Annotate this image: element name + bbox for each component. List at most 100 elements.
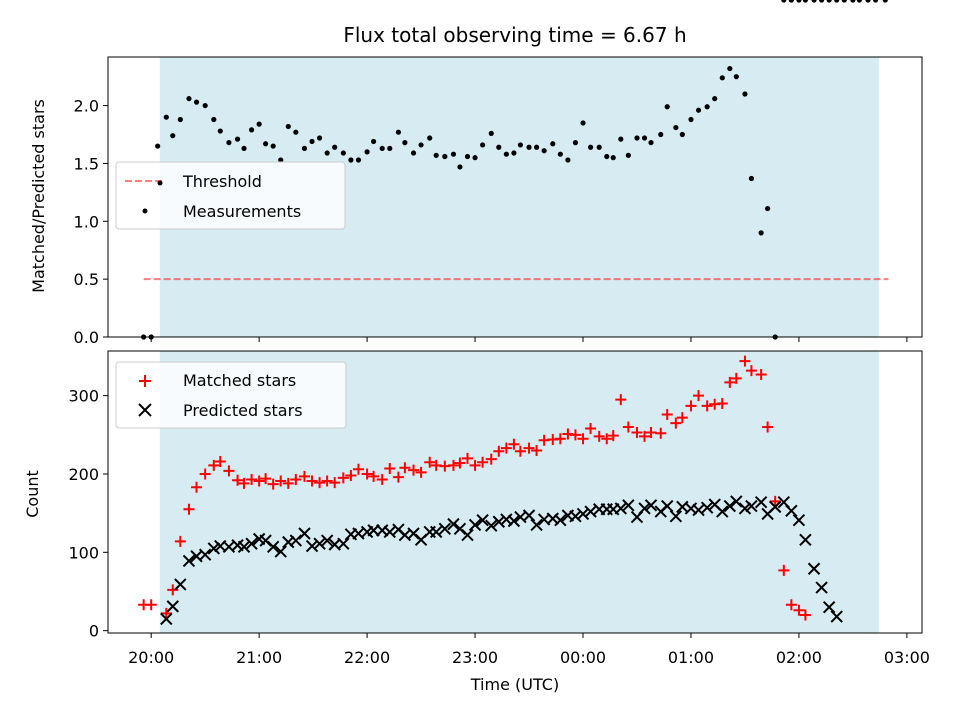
measurement-point	[788, 0, 794, 3]
matched-star-point	[253, 475, 265, 487]
measurement-point	[648, 140, 654, 146]
matched-star-point	[601, 433, 613, 445]
measurement-point	[850, 0, 856, 3]
measurement-point	[872, 0, 879, 3]
measurement-point	[748, 175, 755, 182]
predicted-star-point	[485, 519, 498, 532]
measurement-point	[395, 129, 402, 135]
measurement-point	[379, 145, 385, 152]
measurement-point	[834, 0, 840, 3]
predicted-star-point	[768, 500, 782, 514]
measurement-point	[278, 157, 284, 163]
predicted-star-point	[716, 505, 729, 518]
predicted-star-point	[447, 517, 460, 531]
matched-star-point	[321, 475, 333, 487]
legend-predicted-label: Predicted stars	[183, 401, 303, 420]
matched-star-point	[214, 455, 226, 467]
measurement-point	[511, 150, 517, 156]
predicted-star-point	[429, 525, 443, 539]
predicted-star-point	[638, 502, 651, 515]
matched-star-point	[577, 433, 589, 445]
measurement-point	[263, 141, 269, 147]
matched-star-point	[384, 463, 396, 474]
matched-star-point	[569, 429, 581, 441]
measurement-point	[293, 129, 299, 135]
matched-star-point	[275, 475, 287, 487]
predicted-star-point	[182, 554, 196, 568]
predicted-star-point	[669, 510, 683, 523]
ratio-y-axis-label: Matched/Predicted stars	[29, 99, 48, 293]
measurement-point	[550, 141, 556, 147]
predicted-star-point	[166, 600, 179, 613]
measurement-point	[324, 150, 330, 156]
x-tick-label: 03:00	[884, 648, 930, 667]
predicted-star-point	[174, 578, 187, 591]
predicted-star-point	[730, 495, 743, 508]
x-tick-label: 21:00	[236, 648, 282, 667]
count-x-ticks: 20:00 21:00 22:00 23:00 00:00 01:00 02:00 03:00	[128, 633, 930, 667]
measurement-point	[348, 157, 354, 163]
predicted-star-point	[576, 507, 590, 521]
measurement-point	[826, 0, 832, 3]
measurement-point	[634, 135, 640, 141]
measurement-point	[596, 144, 602, 150]
predicted-star-point	[644, 499, 658, 512]
matched-star-point	[676, 412, 688, 424]
legend-threshold-label: Threshold	[182, 172, 262, 191]
predicted-star-point	[468, 518, 482, 532]
measurement-point	[604, 153, 610, 160]
predicted-star-point	[622, 499, 635, 512]
matched-star-point	[670, 417, 682, 429]
x-tick-label: 01:00	[668, 648, 714, 667]
count-y-ticks: 0 100 200 300	[68, 387, 108, 641]
predicted-star-point	[274, 545, 287, 558]
predicted-star-point	[614, 502, 628, 515]
matched-star-point	[493, 445, 505, 457]
measurement-point	[758, 230, 764, 236]
measurement-point	[742, 91, 748, 97]
y-tick-label: 1.0	[74, 212, 99, 231]
matched-star-point	[739, 355, 751, 367]
measurement-point	[781, 0, 787, 3]
measurement-point	[340, 150, 346, 156]
matched-star-point	[477, 456, 489, 468]
matched-star-point	[716, 397, 728, 409]
measurement-point	[364, 149, 370, 155]
measurement-point	[285, 123, 291, 130]
predicted-star-point	[476, 513, 489, 527]
y-tick-label: 0.0	[74, 328, 99, 347]
ratio-legend: Threshold Measurements	[115, 161, 346, 230]
predicted-star-point	[266, 540, 280, 554]
measurement-point	[882, 0, 888, 3]
matched-star-point	[298, 470, 310, 482]
matched-star-point	[232, 474, 244, 486]
count-legend-box	[115, 361, 347, 429]
predicted-star-point	[830, 610, 843, 623]
predicted-star-point	[745, 499, 758, 513]
measurement-point	[241, 145, 247, 152]
predicted-star-point	[754, 495, 768, 509]
matched-star-point	[514, 445, 526, 457]
measurement-point	[819, 0, 825, 3]
matched-star-point	[508, 438, 520, 450]
ratio-panel: 0.00.51.01.52.0 Matched/Predicted stars …	[29, 0, 923, 347]
measurement-point	[727, 65, 733, 72]
predicted-star-point	[522, 509, 536, 522]
measurement-point	[618, 136, 624, 142]
measurement-point	[503, 151, 509, 157]
measurement-point	[664, 104, 670, 110]
measurement-point	[719, 75, 725, 81]
matched-star-point	[607, 430, 619, 442]
matched-star-point	[461, 452, 473, 464]
matched-star-point	[762, 421, 774, 433]
matched-star-point	[485, 453, 497, 465]
matched-star-point	[531, 444, 543, 456]
measurement-point	[170, 133, 176, 139]
ratio-legend-box	[115, 161, 346, 230]
predicted-star-point	[507, 514, 521, 528]
predicted-star-point	[245, 537, 258, 550]
measurement-point	[557, 151, 563, 157]
y-tick-label: 1.5	[74, 154, 99, 173]
predicted-star-point	[738, 502, 752, 515]
measurement-point	[480, 142, 486, 148]
